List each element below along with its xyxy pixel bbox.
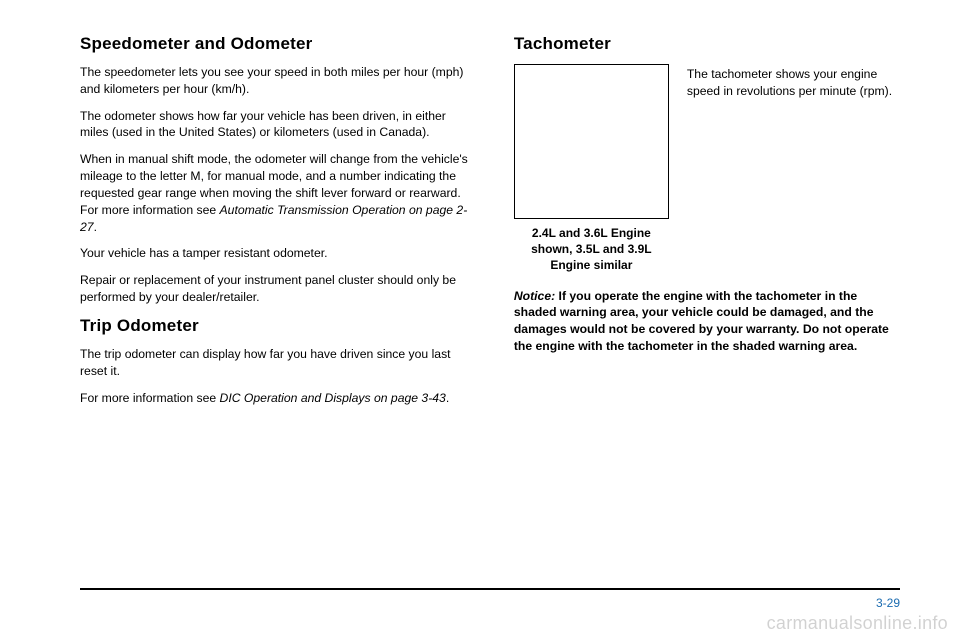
left-column: Speedometer and Odometer The speedometer… <box>80 34 474 416</box>
notice-body: If you operate the engine with the tacho… <box>514 289 889 353</box>
tachometer-caption: 2.4L and 3.6L Engine shown, 3.5L and 3.9… <box>514 225 669 274</box>
text-run: . <box>446 391 449 405</box>
tachometer-image-placeholder <box>514 64 669 219</box>
text-run: For more information see <box>80 391 220 405</box>
para-trip: The trip odometer can display how far yo… <box>80 346 474 380</box>
para-odometer: The odometer shows how far your vehicle … <box>80 108 474 142</box>
page-content: Speedometer and Odometer The speedometer… <box>0 0 960 416</box>
para-trip-ref: For more information see DIC Operation a… <box>80 390 474 407</box>
page-number: 3-29 <box>876 596 900 610</box>
watermark: carmanualsonline.info <box>767 613 948 634</box>
para-tamper: Your vehicle has a tamper resistant odom… <box>80 245 474 262</box>
tachometer-row: 2.4L and 3.6L Engine shown, 3.5L and 3.9… <box>514 64 900 274</box>
para-speedometer: The speedometer lets you see your speed … <box>80 64 474 98</box>
para-repair: Repair or replacement of your instrument… <box>80 272 474 306</box>
text-run: . <box>94 220 97 234</box>
crossref-dic: DIC Operation and Displays on page 3-43 <box>220 391 446 405</box>
para-notice: Notice: If you operate the engine with t… <box>514 288 900 355</box>
notice-label: Notice: <box>514 289 555 303</box>
footer-rule <box>80 588 900 590</box>
heading-tachometer: Tachometer <box>514 34 900 54</box>
tachometer-description: The tachometer shows your engine speed i… <box>687 64 900 274</box>
heading-trip-odometer: Trip Odometer <box>80 316 474 336</box>
para-manual-shift: When in manual shift mode, the odometer … <box>80 151 474 235</box>
right-column: Tachometer 2.4L and 3.6L Engine shown, 3… <box>514 34 900 416</box>
heading-speedometer: Speedometer and Odometer <box>80 34 474 54</box>
tachometer-figure: 2.4L and 3.6L Engine shown, 3.5L and 3.9… <box>514 64 669 274</box>
